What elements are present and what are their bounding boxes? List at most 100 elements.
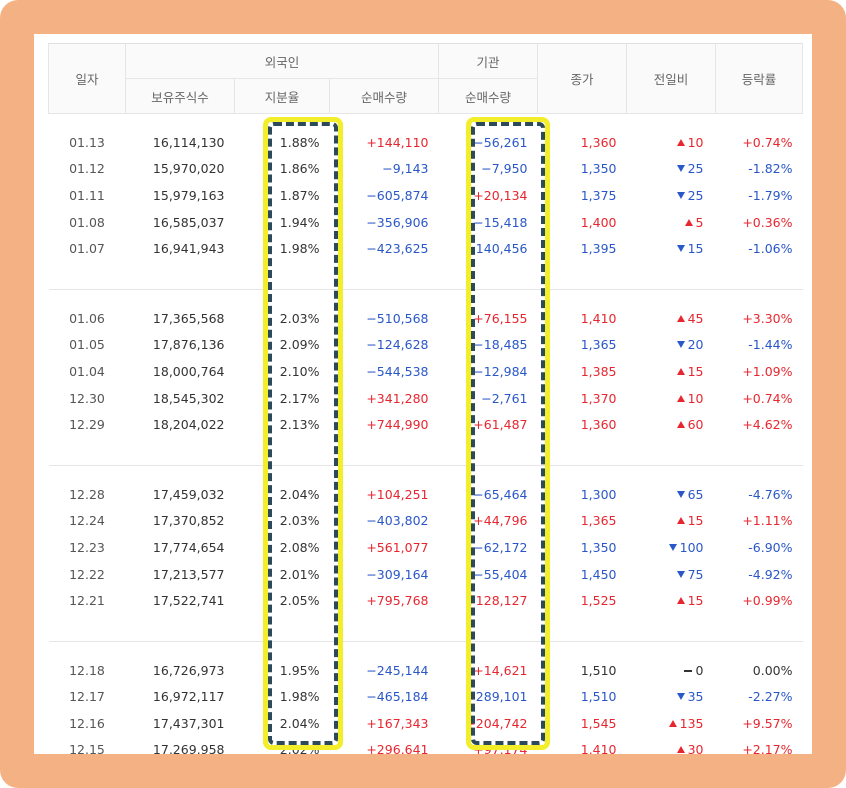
cell-inst-net: +204,742 (465, 715, 528, 731)
cell-close: 1,370 (580, 390, 617, 406)
cell-date: 12.17 (69, 689, 105, 705)
col-holdings-header: 보유주식수 (125, 78, 235, 114)
cell-inst-net: −2,761 (481, 390, 528, 406)
cell-rate: -1.44% (748, 337, 793, 353)
change-arrow-icon: 45 (677, 311, 704, 326)
cell-holdings: 16,941,943 (152, 241, 225, 257)
change-arrow-icon: 75 (677, 567, 704, 582)
cell-close: 1,365 (580, 513, 617, 529)
cell-foreign-net: +795,768 (366, 593, 429, 609)
table-row: 01.04 18,000,764 2.10% −544,538 −12,984 1,385… (49, 358, 803, 385)
cell-foreign-net: −356,906 (366, 214, 429, 230)
cell-change: 10 (627, 385, 716, 412)
cell-inst-net: +76,155 (473, 310, 528, 326)
change-arrow-icon: 30 (677, 742, 704, 754)
cell-ratio: 1.94% (279, 214, 320, 230)
col-date-header: 일자 (48, 43, 126, 114)
cell-change: 45 (627, 305, 716, 332)
cell-rate: +2.17% (742, 742, 793, 754)
cell-rate: +0.99% (742, 593, 793, 609)
table-body: 01.13 16,114,130 1.88% +144,110 −56,261 1,360… (48, 114, 803, 754)
cell-ratio: 2.04% (279, 715, 320, 731)
cell-holdings: 16,972,117 (152, 689, 225, 705)
cell-change: 0 (627, 657, 716, 684)
cell-foreign-net: +296,641 (366, 742, 429, 754)
change-arrow-icon: 10 (677, 391, 704, 406)
cell-ratio: 1.98% (279, 241, 320, 257)
cell-holdings: 16,726,973 (152, 662, 225, 678)
cell-inst-net: −18,485 (473, 337, 528, 353)
investor-trading-table: 일자 외국인 기관 종가 전일비 등락률 보유주식수 지분율 순매수량 순매수량… (48, 43, 803, 754)
cell-change: 15 (627, 508, 716, 535)
cell-holdings: 17,876,136 (152, 337, 225, 353)
cell-ratio: 1.87% (279, 187, 320, 203)
cell-change: 5 (627, 209, 716, 236)
cell-close: 1,410 (580, 310, 617, 326)
table-row: 12.22 17,213,577 2.01% −309,164 −55,404 1,450… (49, 561, 803, 588)
cell-close: 1,385 (580, 363, 617, 379)
cell-date: 01.04 (69, 363, 105, 379)
cell-date: 01.06 (69, 310, 105, 326)
cell-rate: -4.92% (748, 566, 793, 582)
table-row: 12.16 17,437,301 2.04% +167,343 +204,742 1,54… (49, 710, 803, 737)
cell-rate: -1.82% (748, 161, 793, 177)
cell-ratio: 2.03% (279, 310, 320, 326)
change-arrow-icon: 0 (684, 663, 704, 678)
cell-rate: +1.09% (742, 363, 793, 379)
change-arrow-icon: 65 (677, 487, 704, 502)
cell-foreign-net: −605,874 (366, 187, 429, 203)
cell-change: 135 (627, 710, 716, 737)
cell-inst-net: −140,456 (465, 241, 528, 257)
cell-ratio: 2.17% (279, 390, 320, 406)
cell-close: 1,545 (580, 715, 617, 731)
cell-ratio: 2.01% (279, 566, 320, 582)
col-inst-net-header: 순매수량 (438, 78, 538, 114)
cell-close: 1,400 (580, 214, 617, 230)
cell-foreign-net: −510,568 (366, 310, 429, 326)
table-row: 12.24 17,370,852 2.03% −403,802 +44,796 1,365… (49, 508, 803, 535)
cell-foreign-net: +341,280 (366, 390, 429, 406)
cell-inst-net: +14,621 (473, 662, 528, 678)
col-close-header: 종가 (537, 43, 627, 114)
cell-date: 12.28 (69, 486, 105, 502)
col-foreign-net-header: 순매수량 (329, 78, 439, 114)
cell-ratio: 2.03% (279, 513, 320, 529)
cell-rate: -4.76% (748, 486, 793, 502)
cell-foreign-net: +744,990 (366, 417, 429, 433)
cell-holdings: 17,365,568 (152, 310, 225, 326)
cell-inst-net: −15,418 (473, 214, 528, 230)
cell-inst-net: +20,134 (473, 187, 528, 203)
cell-rate: +3.30% (742, 310, 793, 326)
cell-inst-net: −62,172 (473, 539, 528, 555)
cell-inst-net: +128,127 (465, 593, 528, 609)
cell-close: 1,360 (580, 417, 617, 433)
change-arrow-icon: 60 (677, 417, 704, 432)
cell-change: 25 (627, 156, 716, 183)
table-row: 12.15 17,269,958 2.02% +296,641 +97,174 1,410… (49, 737, 803, 754)
cell-foreign-net: −423,625 (366, 241, 429, 257)
cell-holdings: 17,522,741 (152, 593, 225, 609)
cell-holdings: 16,114,130 (152, 134, 225, 150)
cell-change: 30 (627, 737, 716, 754)
cell-change: 25 (627, 182, 716, 209)
cell-date: 12.30 (69, 390, 105, 406)
cell-ratio: 2.05% (279, 593, 320, 609)
cell-change: 15 (627, 235, 716, 262)
cell-close: 1,365 (580, 337, 617, 353)
cell-rate: -1.06% (748, 241, 793, 257)
cell-close: 1,375 (580, 187, 617, 203)
table-row: 01.13 16,114,130 1.88% +144,110 −56,261 1,360… (49, 129, 803, 156)
cell-inst-net: −55,404 (473, 566, 528, 582)
cell-ratio: 1.98% (279, 689, 320, 705)
cell-foreign-net: −309,164 (366, 566, 429, 582)
cell-date: 12.16 (69, 715, 105, 731)
cell-rate: +0.36% (742, 214, 793, 230)
cell-rate: -1.79% (748, 187, 793, 203)
cell-rate: -6.90% (748, 539, 793, 555)
cell-close: 1,395 (580, 241, 617, 257)
change-arrow-icon: 15 (677, 593, 704, 608)
investor-trading-panel: 일자 외국인 기관 종가 전일비 등락률 보유주식수 지분율 순매수량 순매수량… (34, 34, 812, 754)
table-row: 01.12 15,970,020 1.86% −9,143 −7,950 1,350 25 -… (49, 156, 803, 183)
col-rate-header: 등락률 (715, 43, 803, 114)
table-row: 01.06 17,365,568 2.03% −510,568 +76,155 1,410… (49, 305, 803, 332)
